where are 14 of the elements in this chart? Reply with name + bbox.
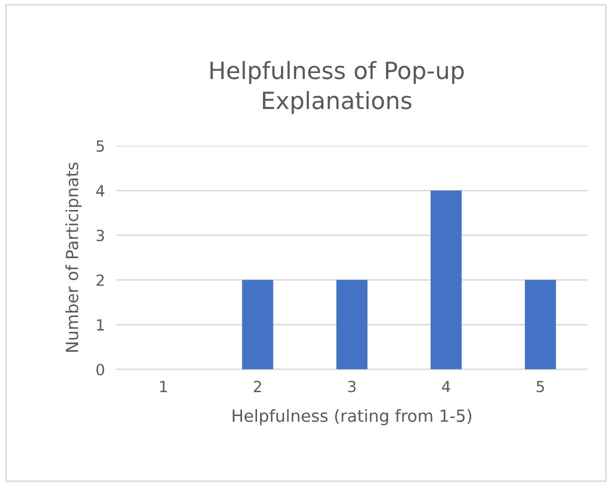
y-tick-label: 5 — [96, 140, 104, 152]
chart-title: Helpfulness of Pop-up Explanations — [210, 61, 464, 114]
x-tick-label: 2 — [254, 380, 261, 392]
x-tick-label: 4 — [442, 380, 450, 392]
y-tick-label: 4 — [96, 185, 104, 196]
x-axis-title: Helpfulness (rating from 1-5) — [232, 409, 472, 426]
x-tick-label: 1 — [160, 380, 167, 392]
x-tick-label: 5 — [536, 380, 544, 392]
y-tick-label: 3 — [96, 230, 104, 242]
x-tick-label: 3 — [348, 380, 356, 392]
y-tick-label: 1 — [97, 319, 104, 330]
y-axis-title: Number of Participnats — [65, 162, 82, 352]
y-tick-label: 2 — [96, 274, 104, 286]
y-tick-label: 0 — [96, 364, 104, 376]
